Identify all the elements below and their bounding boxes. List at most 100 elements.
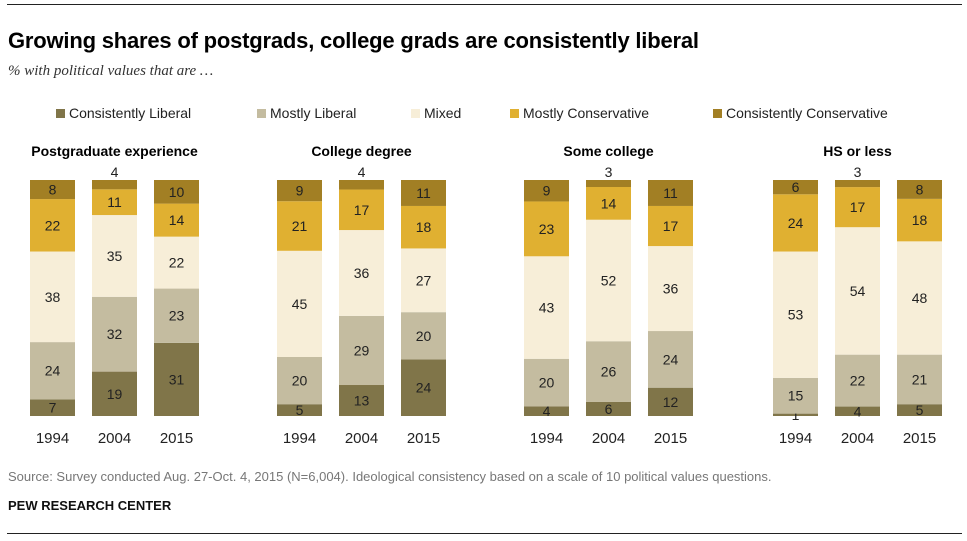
bar-segment-mostly-liberal — [401, 312, 446, 360]
data-label: 29 — [354, 342, 370, 358]
legend-item-mixed: Mixed — [411, 105, 461, 121]
bar-segment-mixed — [648, 246, 693, 332]
bar-segment-mostly-liberal — [30, 342, 75, 400]
data-label: 53 — [788, 307, 804, 323]
bar-segment-mostly-liberal — [648, 331, 693, 388]
bar-segment-consistently-liberal — [154, 342, 199, 416]
bar-segment-mixed — [773, 251, 818, 378]
legend-swatch — [56, 108, 65, 118]
legend-item-mostly-liberal: Mostly Liberal — [257, 105, 356, 121]
data-label: 32 — [107, 326, 123, 342]
legend-swatch — [411, 108, 420, 118]
data-label: 24 — [663, 351, 679, 367]
data-label: 36 — [354, 265, 370, 281]
x-tick-label: 1994 — [530, 430, 563, 447]
data-label: 22 — [850, 373, 866, 389]
data-label: 4 — [543, 403, 551, 419]
data-label: 6 — [792, 179, 800, 195]
x-tick-label: 1994 — [36, 430, 69, 447]
legend-label: Consistently Liberal — [69, 105, 192, 121]
bar-segment-mostly-conservative — [401, 205, 446, 249]
data-label: 17 — [354, 202, 370, 218]
data-label: 6 — [605, 401, 613, 417]
data-label: 21 — [912, 371, 928, 387]
bar-segment-mostly-liberal — [586, 341, 631, 402]
data-label: 10 — [169, 184, 185, 200]
data-label: 24 — [416, 380, 432, 396]
data-label: 23 — [539, 221, 555, 237]
data-label: 3 — [854, 164, 862, 180]
bar-segment-consistently-liberal — [897, 404, 942, 416]
bar-segment-mixed — [897, 241, 942, 355]
bar-segment-consistently-conservative — [277, 180, 322, 202]
bar-segment-consistently-liberal — [277, 404, 322, 416]
x-tick-label: 2015 — [407, 430, 440, 447]
data-label: 12 — [663, 394, 679, 410]
data-label: 24 — [788, 215, 804, 231]
legend-label: Consistently Conservative — [726, 105, 888, 121]
data-label: 9 — [543, 183, 551, 199]
bar-segment-mostly-liberal — [92, 296, 137, 372]
panel-some-college: Some college 4 20 43 23 9 1994 6 26 52 14 3 2004 12 24… — [524, 143, 693, 447]
bar-segment-consistently-liberal — [30, 399, 75, 416]
data-label: 22 — [45, 217, 61, 233]
x-tick-label: 2015 — [903, 430, 936, 447]
bar-segment-consistently-liberal — [524, 406, 569, 416]
bar-segment-consistently-conservative — [92, 180, 137, 190]
chart-subtitle: % with political values that are … — [8, 63, 214, 79]
bar-segment-mixed — [835, 227, 880, 355]
x-tick-label: 2004 — [345, 430, 378, 447]
bar-segment-consistently-liberal — [92, 371, 137, 416]
data-label: 48 — [912, 290, 928, 306]
panel-college-degree: College degree 5 20 45 21 9 1994 13 29 36 17 4 2004 2… — [277, 143, 446, 447]
bar-segment-mixed — [401, 248, 446, 313]
bar-segment-mostly-conservative — [773, 194, 818, 252]
data-label: 4 — [358, 164, 366, 180]
data-label: 9 — [296, 183, 304, 199]
bar-segment-consistently-conservative — [648, 180, 693, 206]
bar-segment-mostly-conservative — [277, 201, 322, 251]
legend-swatch — [257, 108, 266, 118]
bar-segment-mostly-liberal — [339, 315, 384, 386]
data-label: 15 — [788, 388, 804, 404]
x-tick-label: 2015 — [160, 430, 193, 447]
data-label: 21 — [292, 218, 308, 234]
bar-segment-consistently-liberal — [401, 359, 446, 416]
bar-segment-mixed — [339, 230, 384, 316]
data-label: 43 — [539, 300, 555, 316]
data-label: 24 — [45, 363, 61, 379]
bar-segment-consistently-liberal — [773, 413, 818, 416]
data-label: 20 — [292, 373, 308, 389]
data-label: 13 — [354, 393, 370, 409]
bar-segment-consistently-conservative — [835, 180, 880, 188]
bar-segment-consistently-liberal — [648, 387, 693, 416]
data-label: 5 — [296, 402, 304, 418]
data-label: 4 — [854, 403, 862, 419]
bar-segment-consistently-conservative — [773, 180, 818, 195]
panel-title: College degree — [311, 143, 412, 159]
bar-segment-consistently-conservative — [524, 180, 569, 202]
data-label: 8 — [49, 182, 57, 198]
source-note: Source: Survey conducted Aug. 27-Oct. 4,… — [8, 469, 772, 484]
data-label: 38 — [45, 289, 61, 305]
bar-segment-consistently-liberal — [586, 401, 631, 416]
data-label: 31 — [169, 371, 185, 387]
data-label: 27 — [416, 272, 432, 288]
bar-segment-mostly-conservative — [524, 201, 569, 257]
data-label: 14 — [601, 195, 617, 211]
legend-item-consistently-conservative: Consistently Conservative — [713, 105, 888, 121]
data-label: 35 — [107, 248, 123, 264]
bottom-rule — [7, 533, 962, 534]
legend-item-consistently-liberal: Consistently Liberal — [56, 105, 191, 121]
legend-swatch — [510, 108, 519, 118]
data-label: 18 — [912, 212, 928, 228]
data-label: 8 — [916, 181, 924, 197]
bar-segment-mixed — [586, 219, 631, 342]
bar-segment-mostly-liberal — [897, 354, 942, 405]
data-label: 3 — [605, 164, 613, 180]
bar-segment-mostly-liberal — [835, 354, 880, 407]
bar-segment-consistently-conservative — [897, 180, 942, 199]
bar-segment-mostly-liberal — [154, 288, 199, 343]
bar-segment-mostly-conservative — [835, 187, 880, 228]
